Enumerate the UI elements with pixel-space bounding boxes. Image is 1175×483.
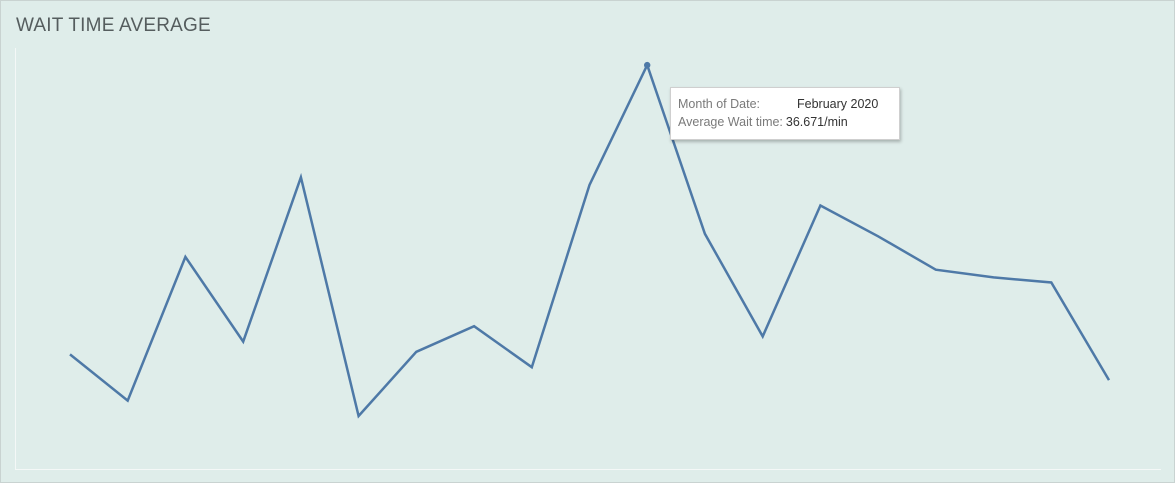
tooltip-month-label: Month of Date: xyxy=(678,97,760,111)
tooltip-wait-label: Average Wait time: xyxy=(678,115,783,129)
data-point[interactable] xyxy=(1103,374,1115,386)
data-tooltip: Month of Date: February 2020 Average Wai… xyxy=(670,87,900,140)
data-point[interactable] xyxy=(122,395,134,407)
data-point[interactable] xyxy=(237,336,249,348)
data-point[interactable] xyxy=(410,346,422,358)
data-point[interactable] xyxy=(526,361,538,373)
series-layer xyxy=(64,61,1115,422)
data-point[interactable] xyxy=(295,171,307,183)
data-point[interactable] xyxy=(988,271,1000,283)
data-point[interactable] xyxy=(584,179,596,191)
tooltip-wait-value: 36.671/min xyxy=(785,115,848,129)
data-point[interactable] xyxy=(179,251,191,263)
highlighted-data-point[interactable] xyxy=(644,61,651,69)
chart-title: WAIT TIME AVERAGE xyxy=(16,15,211,36)
series-line-0 xyxy=(69,61,1111,419)
data-point[interactable] xyxy=(353,410,365,422)
data-point[interactable] xyxy=(64,348,76,360)
data-point[interactable] xyxy=(757,330,769,342)
data-point[interactable] xyxy=(468,320,480,332)
tooltip-month-row: Month of Date: February 2020 xyxy=(678,97,878,111)
tooltip-wait-row: Average Wait time: 36.671/min xyxy=(678,115,848,129)
tooltip-month-value: February 2020 xyxy=(797,97,879,111)
data-point[interactable] xyxy=(872,230,884,242)
data-point[interactable] xyxy=(930,264,942,276)
data-point[interactable] xyxy=(814,200,826,212)
data-point[interactable] xyxy=(1045,277,1057,289)
data-point[interactable] xyxy=(699,228,711,240)
